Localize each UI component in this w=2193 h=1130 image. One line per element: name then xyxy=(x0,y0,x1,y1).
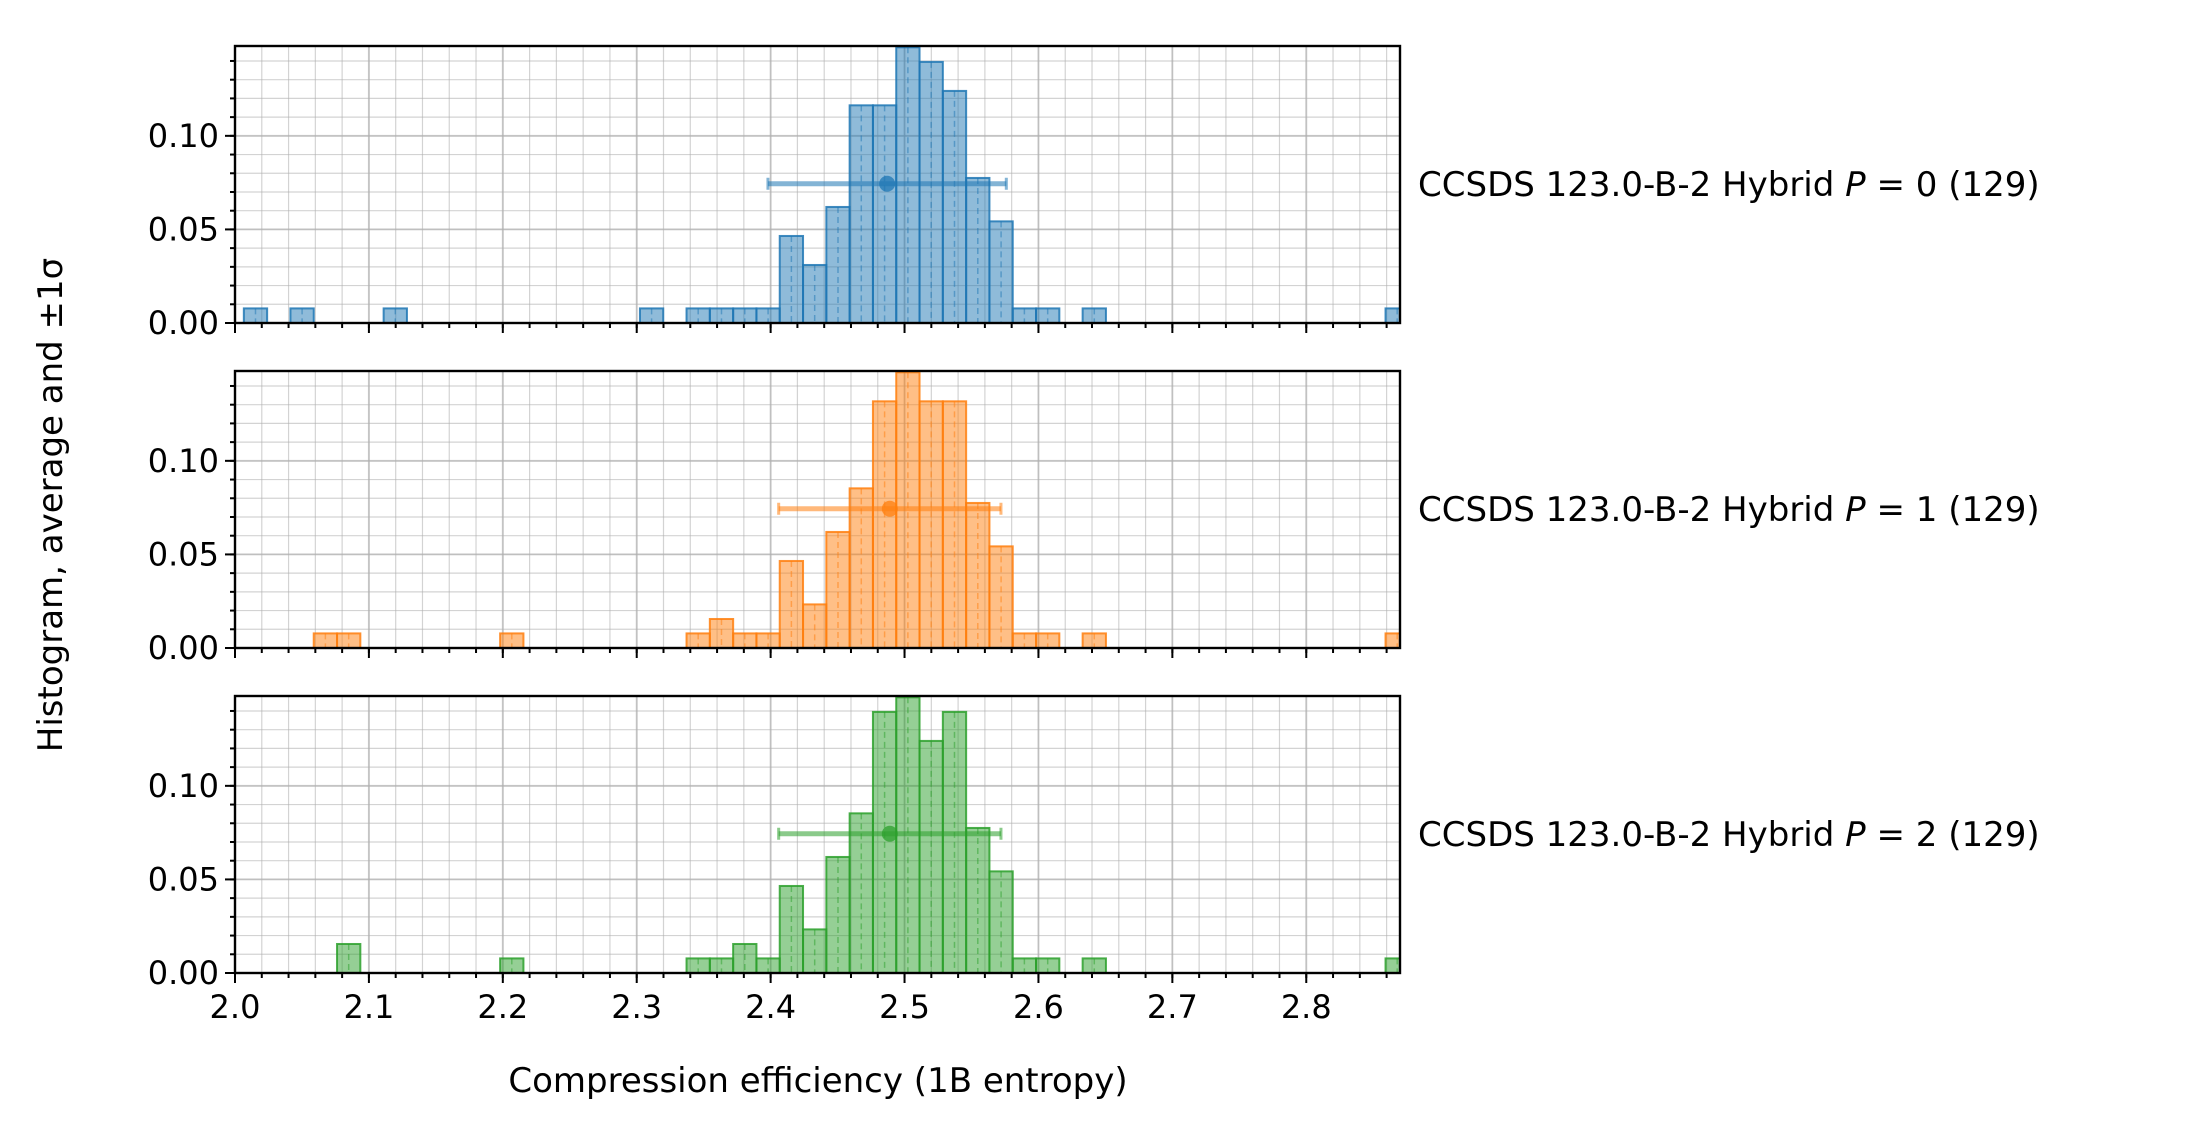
bars-0 xyxy=(242,46,1400,323)
series-label-variable: P xyxy=(1845,165,1866,205)
series-label-prefix: CCSDS 123.0-B-2 Hybrid xyxy=(1418,815,1845,855)
series-label-prefix: CCSDS 123.0-B-2 Hybrid xyxy=(1418,490,1845,530)
x-tick-label: 2.2 xyxy=(477,988,528,1026)
series-label-value: = 1 (129) xyxy=(1866,490,2040,530)
histogram-bar xyxy=(825,530,851,648)
y-tick-label: 0.05 xyxy=(148,860,219,898)
x-tick-label: 2.1 xyxy=(343,988,394,1026)
series-label-variable: P xyxy=(1845,815,1866,855)
panel-0: 0.00 0.05 0.10 CCSDS 123.0-B-2 Hybrid P = 0… xyxy=(148,44,2040,342)
axes-frame xyxy=(233,44,1402,325)
histogram-panels: 0.00 0.05 0.10 CCSDS 123.0-B-2 Hybrid P = 0… xyxy=(148,44,2040,1026)
series-label-value: = 2 (129) xyxy=(1866,815,2040,855)
histogram-bar xyxy=(802,263,828,323)
y-tick-label: 0.05 xyxy=(148,210,219,248)
series-label: CCSDS 123.0-B-2 Hybrid P = 0 (129) xyxy=(1418,165,2040,205)
x-axis-label: Compression efficiency (1B entropy) xyxy=(508,1061,1127,1101)
x-tick-label: 2.3 xyxy=(611,988,662,1026)
series-label-variable: P xyxy=(1845,490,1866,530)
x-tick-label: 2.8 xyxy=(1281,988,1332,1026)
x-tick-label: 2.5 xyxy=(879,988,930,1026)
histogram-bar xyxy=(825,205,851,323)
x-tick-label: 2.0 xyxy=(210,988,261,1026)
histogram-bar xyxy=(825,855,851,973)
y-tick-label: 0.10 xyxy=(148,767,219,805)
series-label: CCSDS 123.0-B-2 Hybrid P = 1 (129) xyxy=(1418,490,2040,530)
y-tick-label: 0.00 xyxy=(148,954,219,992)
y-tick-label: 0.00 xyxy=(148,304,219,342)
y-tick-label: 0.10 xyxy=(148,442,219,480)
axes-frame xyxy=(233,694,1402,975)
x-tick-label: 2.4 xyxy=(745,988,796,1026)
y-axis-label: Histogram, average and ±1σ xyxy=(31,258,71,752)
panel-1: 0.00 0.05 0.10 CCSDS 123.0-B-2 Hybrid P = 1… xyxy=(148,369,2040,667)
mean-marker xyxy=(881,500,898,517)
series-label-value: = 0 (129) xyxy=(1866,165,2040,205)
mean-marker xyxy=(879,175,896,192)
axes-frame xyxy=(233,369,1402,650)
mean-marker xyxy=(881,825,898,842)
y-tick-label: 0.00 xyxy=(148,629,219,667)
y-tick-label: 0.05 xyxy=(148,535,219,573)
x-tick-label: 2.7 xyxy=(1147,988,1198,1026)
x-tick-label: 2.6 xyxy=(1013,988,1064,1026)
panel-2: 0.00 0.05 0.10 2.0 2.1 2.2 2.3 2.4 2.5 2.6 2.7 2.8 C… xyxy=(148,694,2040,1026)
y-tick-label: 0.10 xyxy=(148,117,219,155)
series-label-prefix: CCSDS 123.0-B-2 Hybrid xyxy=(1418,165,1845,205)
series-label: CCSDS 123.0-B-2 Hybrid P = 2 (129) xyxy=(1418,815,2040,855)
